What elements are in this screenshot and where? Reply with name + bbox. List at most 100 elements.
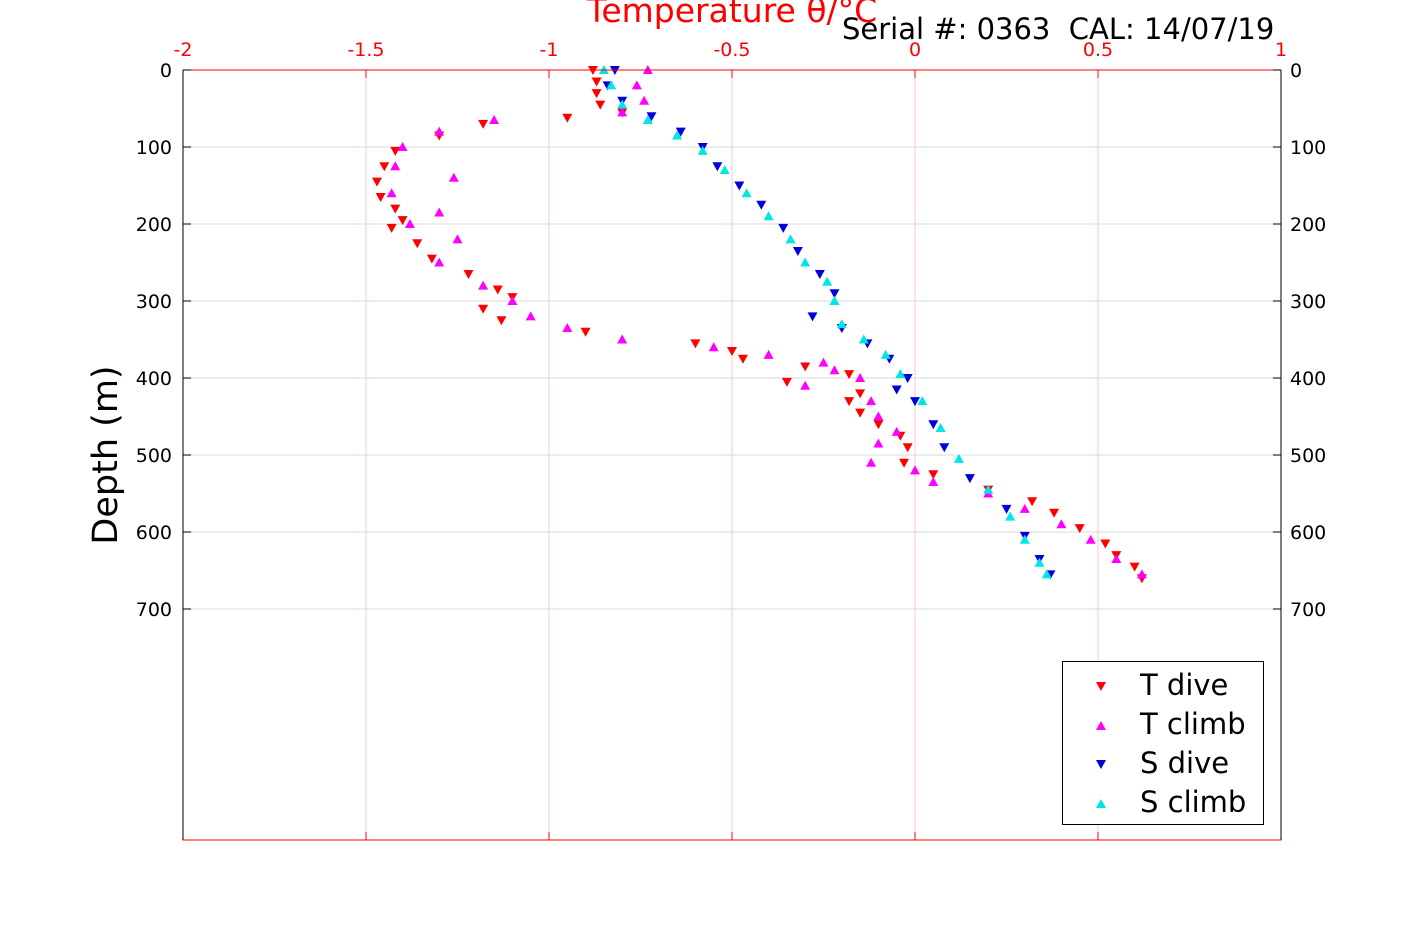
data-point (800, 362, 811, 372)
data-point (617, 99, 628, 109)
data-point (818, 357, 829, 367)
y-tick-label-right: 100 (1290, 137, 1326, 159)
data-point (496, 316, 507, 326)
y-tick-label-right: 200 (1290, 214, 1326, 236)
data-point (690, 339, 701, 349)
legend-item-t-climb: T climb (1063, 705, 1263, 744)
data-point (591, 89, 602, 99)
data-point (1019, 534, 1030, 544)
grid-lines (182, 70, 1282, 840)
data-point (371, 177, 382, 187)
data-point (1049, 508, 1060, 518)
data-point (829, 296, 840, 305)
data-point (719, 165, 730, 175)
x-tick-label: -1 (540, 39, 559, 61)
data-point (873, 411, 884, 421)
y-tick-label-left: 0 (160, 60, 172, 82)
data-point (507, 296, 518, 305)
data-point (1136, 569, 1147, 579)
data-point (778, 223, 789, 233)
data-point (463, 270, 474, 280)
data-point (727, 347, 737, 357)
data-point (478, 119, 489, 129)
data-point (390, 146, 401, 156)
serial-calibration-label: Serial #: 0363 CAL: 14/07/19 (842, 12, 1275, 46)
data-point (1085, 534, 1096, 544)
legend-item-s-climb: S climb (1063, 783, 1263, 822)
data-point (844, 370, 855, 380)
data-point (935, 423, 946, 433)
data-point (675, 127, 686, 137)
data-point (844, 397, 855, 407)
data-point (855, 373, 866, 382)
data-point (672, 130, 683, 140)
data-point (489, 115, 500, 125)
data-point (800, 380, 811, 390)
data-point (910, 465, 920, 475)
triangle-up-icon (1096, 721, 1106, 730)
data-point (917, 396, 928, 406)
x-tick-label: -2 (174, 39, 193, 61)
data-point (873, 420, 884, 430)
data-point (792, 246, 803, 256)
data-point (785, 234, 796, 244)
series-s-dive (602, 66, 1056, 580)
data-point (1027, 497, 1038, 507)
data-point (386, 188, 397, 198)
x-tick-label: -0.5 (713, 39, 750, 61)
data-point (964, 474, 975, 484)
data-point (375, 193, 386, 203)
data-point (390, 161, 401, 171)
data-point (1056, 519, 1067, 529)
data-point (807, 312, 818, 322)
data-point (492, 285, 503, 295)
series-t-dive (371, 66, 1147, 584)
x-tick-label: -1.5 (347, 39, 384, 61)
data-point (829, 289, 840, 299)
data-point (891, 426, 902, 436)
data-point (390, 204, 401, 214)
y-tick-label-right: 600 (1290, 522, 1326, 544)
data-point (756, 200, 767, 210)
x-tick-label: 0 (909, 39, 921, 61)
data-point (763, 211, 774, 221)
data-point (591, 77, 602, 87)
data-point (928, 420, 939, 430)
data-point (910, 397, 920, 407)
data-point (646, 112, 657, 122)
data-point (822, 276, 833, 286)
y-tick-label-left: 500 (136, 445, 172, 467)
data-point (855, 408, 866, 418)
y-tick-label-left: 600 (136, 522, 172, 544)
data-point (1111, 553, 1122, 563)
data-point (525, 311, 536, 321)
data-point (873, 438, 884, 448)
data-point (595, 100, 606, 110)
data-point (899, 458, 910, 468)
data-point (928, 476, 939, 486)
y-tick-label-right: 300 (1290, 291, 1326, 313)
triangle-up-icon (1096, 799, 1106, 808)
data-point (631, 80, 642, 90)
data-point (814, 270, 825, 280)
data-point (478, 304, 489, 314)
data-point (836, 319, 847, 329)
y-tick-label-left: 200 (136, 214, 172, 236)
data-point (983, 484, 994, 494)
y-tick-label-right: 700 (1290, 599, 1326, 621)
data-point (866, 396, 877, 406)
y-axis-label: Depth (m) (86, 365, 126, 544)
data-point (426, 254, 437, 264)
data-point (895, 369, 906, 379)
series-t-climb (386, 65, 1147, 579)
legend-label: T climb (1140, 707, 1246, 741)
data-point (902, 443, 913, 453)
data-point (712, 162, 723, 172)
data-point (1100, 539, 1111, 549)
data-point (1001, 504, 1012, 514)
data-series (371, 65, 1147, 584)
data-point (928, 470, 939, 480)
data-point (434, 207, 445, 217)
